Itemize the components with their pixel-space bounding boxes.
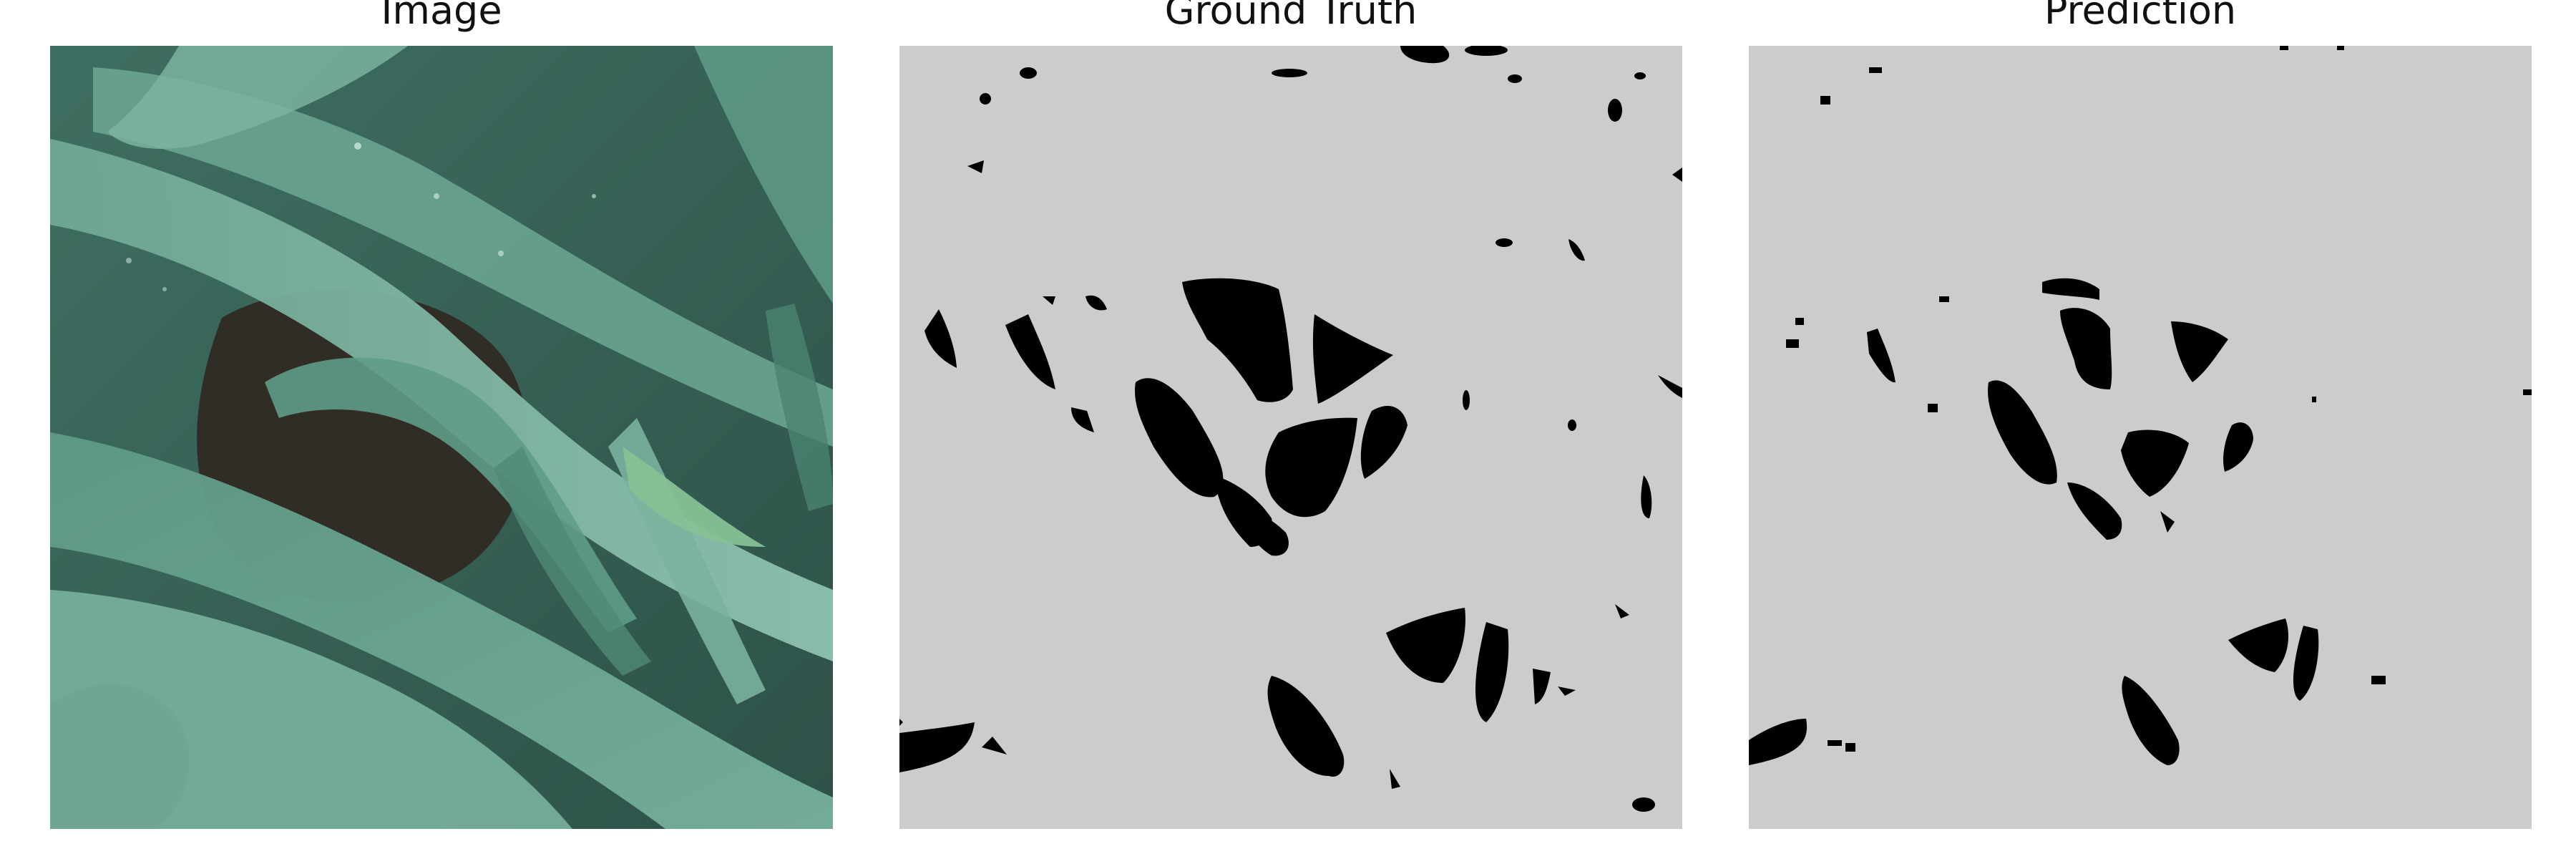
image-panel: [50, 46, 833, 829]
prediction-panel: [1749, 46, 2532, 829]
panel-title-image: Image: [381, 0, 502, 33]
prediction-mask: [1749, 46, 2532, 829]
panel-title-prediction: Prediction: [2044, 0, 2237, 33]
leaf-photo: [50, 46, 833, 829]
panel-title-ground-truth: Ground Truth: [1164, 0, 1418, 33]
ground-truth-panel: [899, 46, 1682, 829]
ground-truth-mask: [899, 46, 1682, 829]
